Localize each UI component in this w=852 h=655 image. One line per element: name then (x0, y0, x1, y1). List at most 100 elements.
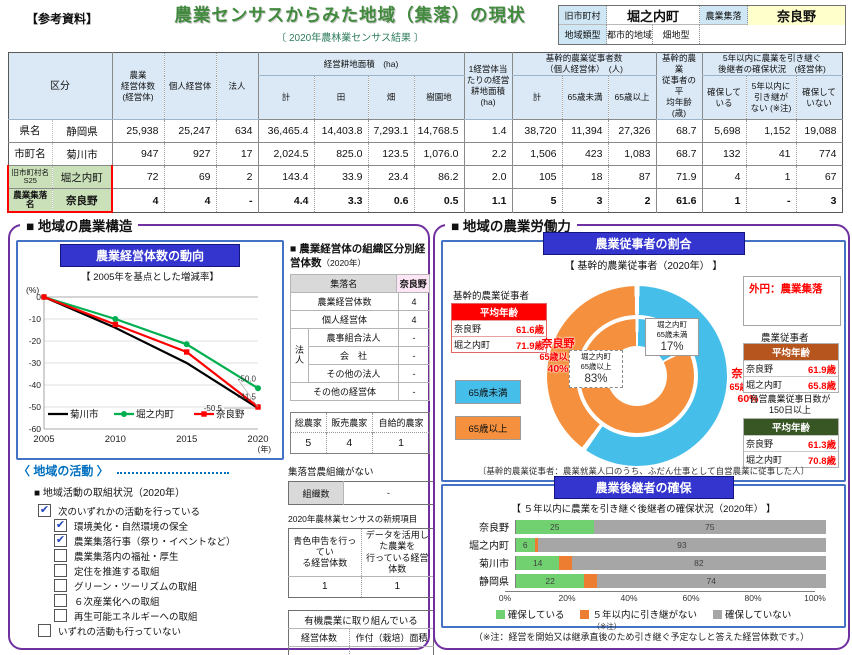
value-cell: 774 (795, 142, 842, 166)
table-row: 5 4 1 (290, 432, 430, 454)
checkbox-checked[interactable]: ✔ (38, 504, 51, 517)
row-value: 65.8歳 (808, 380, 836, 392)
donut-label-pct: 83% (584, 372, 608, 385)
settlement-value: 奈良野 (748, 6, 845, 25)
farm-workers-label: 農業従事者 (761, 333, 809, 344)
value-cell: 3.3 (313, 188, 368, 213)
einou-column: 集落営農組織がない 組織数 - 2020年農林業センサスの新規項目 青色申告を行… (288, 464, 434, 655)
worker-age-donut: 奈良野 65歳以上 40% 奈良野 65歳未満 60% 堀之内町 65歳未満 1… (539, 286, 767, 466)
org-breakdown-table: 集落名 奈良野 農業経営体数 4 個人経営体 4 法 人 農事組合法人 - (289, 274, 430, 402)
header-secured: 確保して いる (701, 75, 746, 120)
org-hojin-row-value: - (398, 328, 430, 348)
header-over65: 65歳以上 (607, 75, 656, 120)
chart-text: -20 (29, 336, 42, 346)
legend-item-main: 確保している (495, 607, 565, 621)
chart-text: (年) (258, 444, 272, 454)
org-hojin-row-label: その他の法人 (308, 364, 399, 384)
value-cell: 1.4 (463, 119, 512, 143)
value-cell: 14,403.8 (313, 119, 368, 143)
checkbox-unchecked[interactable] (54, 564, 67, 577)
legend-label: 確保している (507, 610, 565, 621)
avg-age-header: 平均年齢 (744, 419, 838, 435)
legend-item-main: ５年以内に引き継がない (580, 607, 697, 621)
org-other-value: - (398, 382, 430, 402)
row-label-cell: 農業集落名 (7, 188, 52, 214)
value-cell: 38,720 (511, 119, 562, 143)
activities-subheading: ■ 地域活動の取組状況（2020年） (34, 488, 186, 499)
checkbox-unchecked[interactable] (54, 549, 67, 562)
reference-label: 【参考資料】 (26, 12, 99, 26)
activity-item: ✔ 農業集落行事（祭り・イベントなど） (54, 533, 282, 548)
activities-heading-row: 〈 地域の活動 〉 (18, 462, 282, 479)
header-kochi-group: 経営耕地面積 (ha) (257, 52, 464, 77)
successor-subtitle: 【 ５年以内に農業を引き継ぐ後継者の確保状況（2020年） 】 (511, 504, 776, 515)
bar-row: 堀之内町 6 93 (453, 537, 834, 552)
region-type-value-1: 都市的地域 (607, 25, 653, 44)
successor-banner: 農業後継者の確保 (553, 476, 734, 499)
chart-text: 菊川市 (70, 409, 99, 421)
line-series-1 (43, 295, 259, 390)
table-row: 会 社 - (291, 346, 430, 366)
table-row: - - (288, 646, 434, 655)
checkbox-unchecked[interactable] (54, 594, 67, 607)
census-new-items-heading: 2020年農林業センサスの新規項目 (288, 514, 418, 524)
marker-square (183, 349, 190, 355)
checkbox-checked[interactable]: ✔ (54, 519, 67, 532)
bar-row: 静岡県 22 74 (453, 573, 834, 588)
row-value: 61.3歳 (808, 439, 836, 451)
org-hojin-row-label: 農事組合法人 (308, 328, 399, 348)
table-row: 奈良野 61.6歳 (452, 320, 546, 336)
donut-label-category: 65歳以上 (539, 351, 577, 362)
header-kikan-kei: 計 (511, 75, 562, 120)
checkbox-unchecked[interactable] (38, 624, 51, 637)
row-value: 61.9歳 (808, 364, 836, 376)
table-row: 法 人 農事組合法人 - (290, 328, 430, 384)
chart-text: -50 (29, 402, 42, 412)
org-other-label: その他の経営体 (290, 382, 399, 402)
organic-heading: 有機農業に取り組んでいる (304, 615, 418, 627)
value-cell: 67 (795, 165, 842, 189)
value-cell: 25,247 (163, 119, 216, 143)
value-cell: 25,938 (111, 119, 164, 143)
value-cell: 86.2 (413, 165, 464, 189)
value-cell: 2,024.5 (257, 142, 314, 166)
bar-segment: 25 (516, 519, 594, 534)
value-cell: 132 (701, 142, 746, 166)
table-row: 県名 静岡県 25,938 25,247 634 36,465.4 14,403.8 7,29… (8, 119, 842, 143)
farm-value: 4 (325, 432, 373, 454)
structure-panel-title: ■ 地域の農業構造 (20, 215, 139, 235)
successor-axis: 0% 20% 40% 60% 80% 100% (499, 591, 826, 605)
labor-panel-title: ■ 地域の農業労働力 (445, 215, 577, 235)
checkbox-unchecked[interactable] (54, 609, 67, 622)
value-cell: 41 (745, 142, 796, 166)
value-cell: 7,293.1 (367, 119, 414, 143)
bar-segment (559, 555, 572, 570)
table-row: 1 1 (288, 576, 434, 598)
chart-text: 堀之内町 (136, 409, 175, 421)
table-row: その他の法人 - (291, 364, 430, 384)
value-cell: 68.7 (655, 119, 702, 143)
organic-farming-table: 有機農業に取り組んでいる 経営体数 作付（栽培）面積 - - (288, 610, 434, 655)
self-employed-avg-age-table: 平均年齢 奈良野 61.3歳 堀之内町 70.8歳 (743, 418, 839, 468)
value-cell: 18 (561, 165, 608, 189)
data-driven-value: 1 (360, 576, 434, 598)
bar-segment: 93 (537, 537, 826, 552)
bar-value: 82 (694, 557, 704, 568)
region-type-value-2: 畑地型 (653, 25, 700, 44)
row-value: 61.6歳 (516, 324, 544, 336)
activity-label: 再生可能エネルギーへの取組 (74, 611, 198, 623)
checkbox-checked[interactable]: ✔ (54, 534, 67, 547)
data-driven-label: データを活用した農業を 行っている経営体数 (360, 528, 434, 577)
bar-track: 14 82 (515, 555, 826, 570)
checkbox-unchecked[interactable] (54, 579, 67, 592)
bar-value: 14 (532, 557, 543, 568)
chart-text: (%) (26, 285, 39, 295)
activity-item: グリーン・ツーリズムの取組 (54, 578, 282, 593)
donut-footnote: 〔基幹的農業従事者：農業就業人口のうち、ふだん仕事として自営農業に従事した人〕 (477, 466, 810, 476)
successor-chart-box: 農業後継者の確保 【 ５年以内に農業を引き継ぐ後継者の確保状況（2020年） 】… (441, 476, 846, 631)
activity-item: 定住を推進する取組 (54, 563, 282, 578)
line-chart-box: 農業経営体数の動向 【 2005年を基点とした増減率】 0 -10 -20 -30 -4… (16, 240, 284, 460)
axis-tick-label: 80% (744, 593, 762, 603)
value-cell: 72 (111, 165, 164, 189)
value-cell: 2.0 (463, 165, 512, 189)
